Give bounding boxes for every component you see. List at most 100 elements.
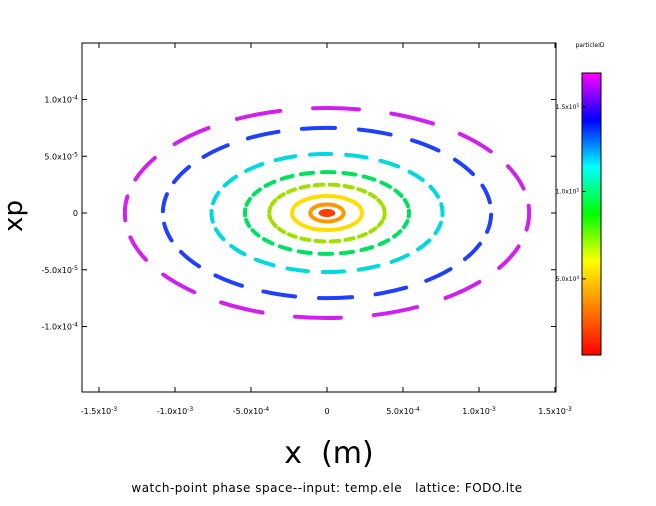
phase-space-segment <box>299 236 312 243</box>
phase-space-segment <box>381 212 387 221</box>
phase-space-segment <box>342 183 355 190</box>
phase-space-segment <box>506 164 526 191</box>
phase-space-segment <box>312 182 326 188</box>
phase-space-segment <box>250 228 261 238</box>
phase-space-segment <box>439 202 445 218</box>
phase-space-segment <box>524 203 532 232</box>
phase-space-segment <box>328 238 342 244</box>
phase-space-segment <box>376 219 385 228</box>
phase-space-segment <box>261 289 298 299</box>
phase-space-segment <box>286 187 298 195</box>
phase-space-segment <box>245 129 281 141</box>
phase-space-segment <box>267 212 273 222</box>
colorbar: particleID 5.0x104 1.0x105 1.5x105 <box>556 42 605 356</box>
phase-space-segment <box>480 183 492 205</box>
phase-space-segment <box>279 173 295 181</box>
phase-space-segment <box>462 241 483 262</box>
phase-space-segment <box>263 179 277 188</box>
x-tick-label: 5.0x10-4 <box>386 406 420 416</box>
phase-space-segment <box>356 263 381 272</box>
phase-space-segment <box>171 164 192 185</box>
y-tick-label: 5.0x10-5 <box>44 151 78 161</box>
phase-space-segment <box>359 245 375 253</box>
phase-space-segment <box>172 125 211 147</box>
phase-space-segment <box>229 244 247 257</box>
colorbar-title: particleID <box>575 42 604 49</box>
colorbar-tick-label: 1.5x105 <box>556 103 580 111</box>
phase-space-segment <box>402 198 410 209</box>
phase-space-ring <box>290 193 364 233</box>
phase-space-segment <box>497 244 521 271</box>
phase-space-segment <box>377 238 391 247</box>
phase-space-segment <box>379 180 393 189</box>
y-tick-label: -1.0x10-4 <box>41 322 78 332</box>
phase-space-segment <box>285 266 310 274</box>
phase-space-segment <box>376 197 384 206</box>
x-tick-label: -1.0x10-3 <box>157 406 194 416</box>
data-layer <box>122 106 532 320</box>
y-tick-label: 0 <box>73 209 78 218</box>
colorbar-tick-label: 1.0x105 <box>556 187 580 195</box>
phase-space-segment <box>234 108 283 121</box>
phase-space-segment <box>344 152 369 160</box>
phase-space-segment <box>222 174 238 188</box>
phase-space-segment <box>298 170 316 177</box>
x-tick-label: 1.0x10-3 <box>462 406 496 416</box>
phase-space-segment <box>162 221 174 243</box>
phase-space-segment <box>338 249 356 256</box>
x-axis: -1.5x10-3 -1.0x10-3 -5.0x10-4 0 5.0x10-4 1.0x… <box>81 43 572 416</box>
colorbar-tick-label: 5.0x104 <box>556 275 580 283</box>
phase-space-segment <box>457 131 493 154</box>
phase-space-segment <box>161 272 197 295</box>
phase-space-segment <box>178 249 202 269</box>
phase-space-segment <box>128 235 148 262</box>
phase-space-segment <box>213 227 226 242</box>
phase-space-segment <box>270 220 278 229</box>
phase-space-segment <box>373 285 409 297</box>
phase-space-segment <box>410 138 441 153</box>
phase-space-segment <box>211 190 221 206</box>
phase-space-segment <box>389 253 410 264</box>
phase-space-segment <box>261 237 275 246</box>
phase-space-segment <box>273 154 298 163</box>
phase-space-segment <box>316 295 355 301</box>
phase-space-segment <box>313 238 327 244</box>
phase-space-segment <box>276 226 287 235</box>
phase-space-segment <box>267 205 273 214</box>
phase-space-ring <box>308 202 346 224</box>
phase-space-segment <box>389 111 435 126</box>
phase-space-segment <box>356 127 393 137</box>
phase-space-segment <box>122 194 130 223</box>
phase-space-segment <box>133 155 157 182</box>
x-tick-label: 0 <box>324 407 329 416</box>
y-axis-label: xp <box>0 200 29 232</box>
phase-space-segment <box>356 187 368 194</box>
phase-space-segment <box>443 279 482 301</box>
phase-space-segment <box>244 162 265 173</box>
phase-space-segment <box>367 191 378 200</box>
plot-frame <box>81 42 557 393</box>
x-axis-label: x (m) <box>284 436 373 471</box>
phase-space-segment <box>209 208 215 224</box>
phase-space-segment <box>160 192 169 214</box>
y-tick-label: -5.0x10-5 <box>41 265 78 275</box>
x-tick-label: -5.0x10-4 <box>233 406 270 416</box>
phase-space-segment <box>299 125 338 131</box>
phase-space-segment <box>343 236 356 242</box>
phase-space-segment <box>244 217 252 228</box>
phase-space-segment <box>356 231 368 239</box>
phase-space-segment <box>269 198 278 207</box>
phase-space-segment <box>219 300 265 315</box>
phase-space-segment <box>428 184 441 199</box>
phase-space-segment <box>201 143 230 159</box>
phase-space-segment <box>402 219 410 230</box>
phase-space-segment <box>308 151 334 157</box>
phase-space-segment <box>368 226 378 234</box>
phase-space-segment <box>327 182 341 188</box>
phase-space-segment <box>244 196 252 207</box>
phase-space-segment <box>407 169 425 182</box>
phase-space-segment <box>293 314 343 320</box>
caption: watch-point phase space--input: temp.ele… <box>131 481 522 495</box>
phase-space-segment <box>378 158 401 169</box>
